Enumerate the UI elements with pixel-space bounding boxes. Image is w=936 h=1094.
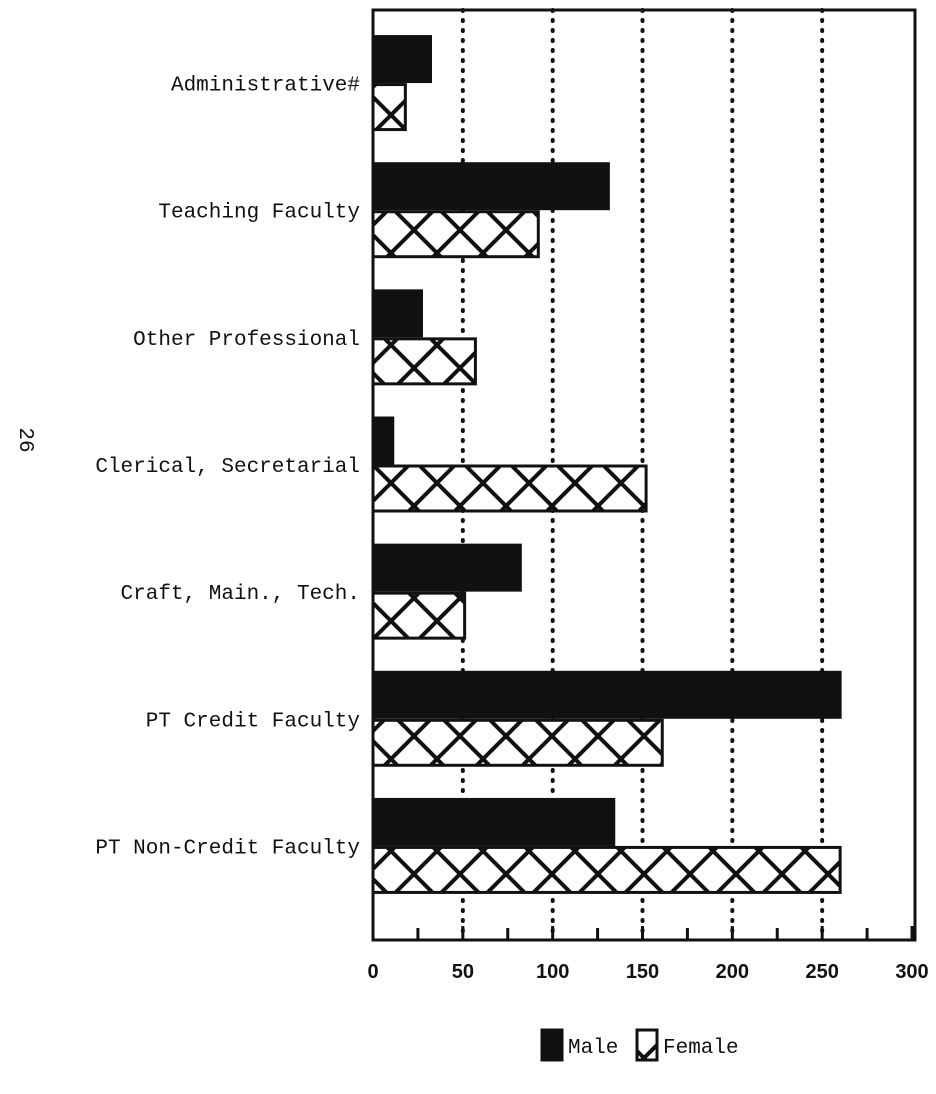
bar bbox=[371, 718, 664, 767]
bar bbox=[371, 35, 432, 84]
category-label: Other Professional bbox=[133, 329, 360, 352]
x-tick-label: 100 bbox=[536, 961, 569, 983]
x-tick-label: 200 bbox=[716, 961, 749, 983]
page-number: 26 bbox=[13, 427, 36, 452]
category-label: PT Credit Faculty bbox=[146, 710, 360, 733]
legend-label: Female bbox=[663, 1037, 739, 1060]
category-label: Craft, Main., Tech. bbox=[121, 583, 360, 606]
category-label: Teaching Faculty bbox=[158, 202, 360, 225]
bar bbox=[371, 83, 407, 132]
bar bbox=[371, 670, 842, 719]
legend-swatch bbox=[540, 1028, 564, 1062]
category-label: Administrative# bbox=[171, 75, 360, 98]
bar bbox=[371, 845, 842, 894]
x-tick-label: 250 bbox=[805, 961, 838, 983]
x-tick-label: 150 bbox=[626, 961, 659, 983]
bar bbox=[371, 543, 522, 592]
bar bbox=[371, 464, 648, 513]
legend-label: Male bbox=[568, 1037, 618, 1060]
category-label: PT Non-Credit Faculty bbox=[95, 837, 360, 860]
bar bbox=[371, 416, 395, 465]
bar bbox=[371, 289, 424, 338]
bar bbox=[371, 337, 477, 386]
x-tick-label: 300 bbox=[895, 961, 928, 983]
x-tick-label: 0 bbox=[367, 961, 378, 983]
x-tick-label: 50 bbox=[452, 961, 474, 983]
bar bbox=[371, 162, 610, 211]
bar bbox=[371, 210, 540, 259]
bar bbox=[371, 591, 467, 640]
bar bbox=[371, 797, 616, 846]
legend-swatch bbox=[635, 1028, 659, 1062]
category-label: Clerical, Secretarial bbox=[95, 456, 360, 479]
